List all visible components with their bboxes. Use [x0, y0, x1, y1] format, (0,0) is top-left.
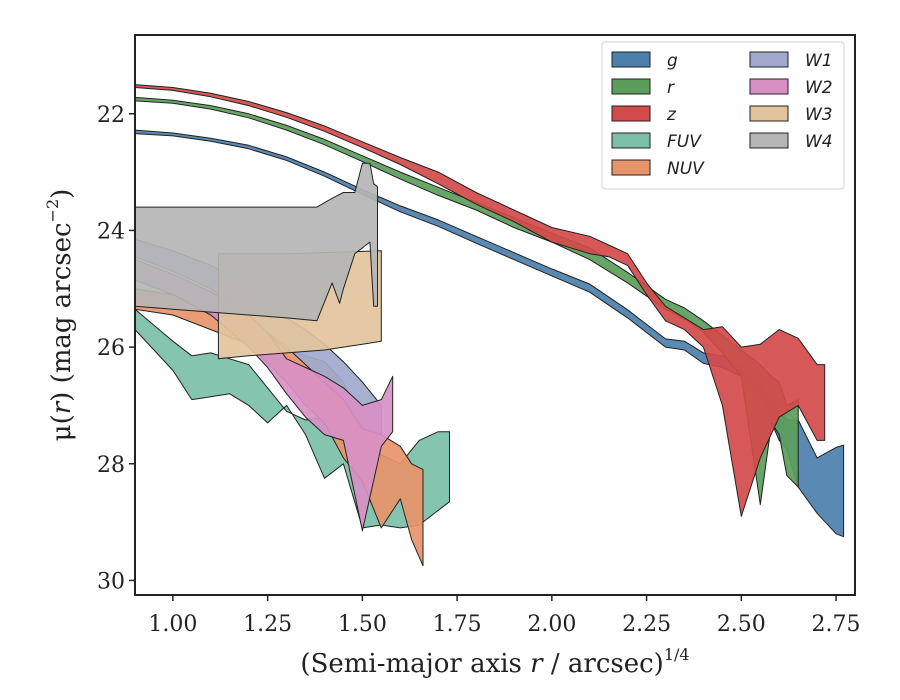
legend-label-nuv: NUV — [667, 159, 705, 179]
legend-swatch-w3 — [749, 105, 789, 122]
legend-label-r: r — [667, 78, 675, 98]
legend-label-z: z — [666, 105, 677, 125]
x-tick-label: 1.75 — [433, 612, 482, 637]
y-axis-title-pre: μ( — [47, 414, 77, 441]
legend: grz FUV NUV W1 W2 W3 W4 — [601, 41, 845, 190]
legend-swatch-w1 — [749, 51, 789, 68]
legend-label-w3: W3 — [805, 105, 833, 125]
y-tick-label: 24 — [97, 219, 125, 244]
x-tick-label: 2.25 — [622, 612, 671, 637]
plot-frame — [134, 34, 856, 596]
x-axis-title-sup: 1/4 — [664, 645, 690, 664]
x-axis-title: (Semi-major axis r / arcsec)1/4 — [300, 645, 689, 679]
y-tick-label: 28 — [97, 453, 125, 478]
y-axis-title-end: ) — [47, 189, 77, 199]
x-axis-title-post: / arcsec) — [543, 649, 664, 679]
series-band-g — [135, 129, 845, 538]
x-tick-label: 2.50 — [717, 612, 766, 637]
legend-swatch-z — [611, 105, 651, 122]
y-tick-label: 22 — [97, 103, 125, 128]
y-tick-label: 30 — [97, 569, 125, 594]
x-axis-title-pre: (Semi-major axis — [300, 649, 530, 679]
x-tick-label: 1.00 — [148, 612, 197, 637]
legend-label-fuv: FUV — [667, 132, 702, 152]
x-tick-label: 2.00 — [527, 612, 576, 637]
y-axis-title-var: r — [47, 400, 77, 414]
legend-swatch-g — [611, 51, 651, 68]
x-tick-label: 1.25 — [243, 612, 292, 637]
legend-label-g: g — [667, 51, 678, 71]
y-tick-label: 26 — [97, 336, 125, 361]
y-axis-ticks: 22 24 26 28 30 — [97, 103, 135, 594]
y-axis-title-sup: −2 — [43, 199, 62, 223]
legend-swatch-r — [611, 78, 651, 95]
series-band-w4 — [135, 162, 378, 322]
legend-label-w1: W1 — [805, 51, 833, 71]
series-band-z — [135, 84, 826, 517]
legend-swatch-nuv — [611, 159, 651, 176]
legend-swatch-w2 — [749, 78, 789, 95]
series-band-r — [135, 96, 799, 506]
x-tick-label: 1.50 — [338, 612, 387, 637]
series-bands — [135, 84, 845, 567]
y-axis-title-post: ) (mag arcsec — [47, 222, 77, 401]
legend-swatch-w4 — [749, 132, 789, 149]
y-axis-title: μ(r) (mag arcsec−2) — [43, 189, 77, 442]
legend-label-w2: W2 — [805, 78, 833, 98]
x-axis-title-var: r — [530, 649, 544, 679]
legend-swatch-fuv — [611, 132, 651, 149]
legend-label-w4: W4 — [805, 132, 833, 152]
x-tick-label: 2.75 — [812, 612, 861, 637]
x-axis-ticks: 1.00 1.25 1.50 1.75 2.00 2.25 2.50 2.75 — [148, 595, 861, 637]
